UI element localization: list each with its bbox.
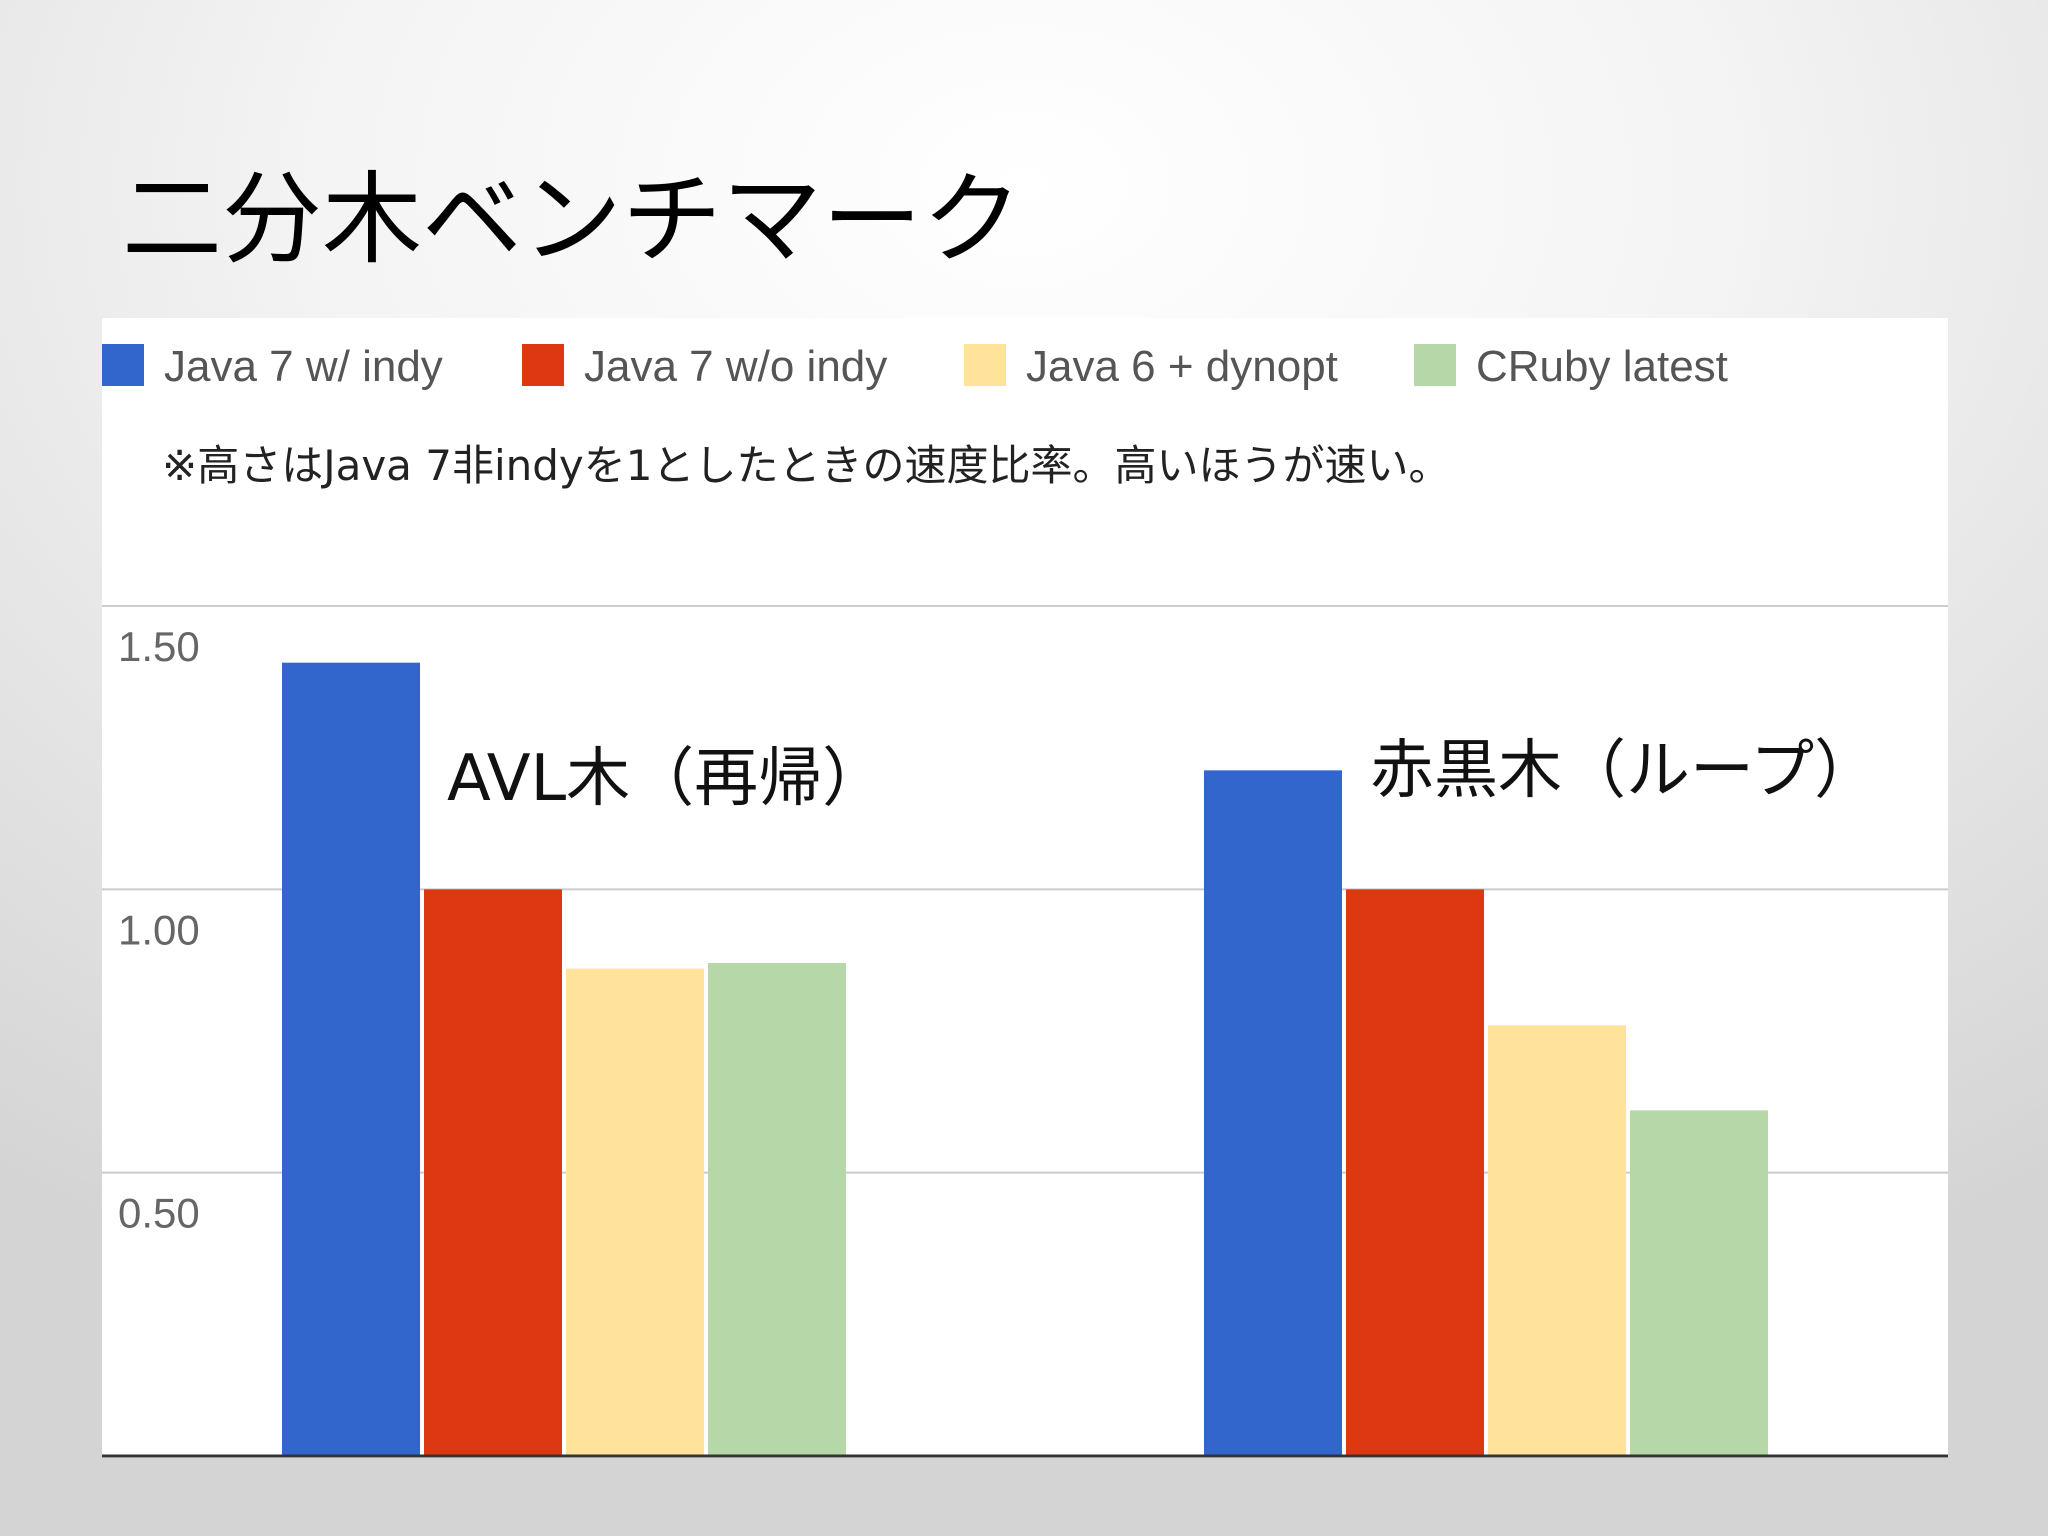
bar [708,963,846,1456]
bar [1630,1110,1768,1456]
bar [1346,889,1484,1456]
category-label: AVL木（再帰） [447,742,886,816]
chart-panel: Java 7 w/ indy Java 7 w/o indy Java 6 + dy… [102,318,1948,1458]
legend-swatch [102,344,144,386]
bar [1204,770,1342,1456]
bar [1488,1025,1626,1456]
legend-swatch [522,344,564,386]
y-tick-label: 1.00 [118,906,200,953]
legend-swatch [1414,344,1456,386]
legend-label: Java 6 + dynopt [1026,342,1338,391]
chart-note: ※高さはJava 7非indyを1としたときの速度比率。高いほうが速い。 [162,441,1451,490]
bar [566,968,704,1456]
legend-label: CRuby latest [1476,342,1728,391]
legend-swatch [964,344,1006,386]
bar [424,889,562,1456]
y-tick-label: 1.50 [118,623,200,670]
legend-label: Java 7 w/o indy [584,342,887,391]
y-tick-label: 0.50 [118,1190,200,1237]
legend-label: Java 7 w/ indy [164,342,443,391]
slide-title: 二分木ベンチマーク [122,161,1022,278]
category-label: 赤黒木（ループ） [1370,734,1878,808]
bar [282,662,420,1456]
bar-chart: Java 7 w/ indy Java 7 w/o indy Java 6 + dy… [102,342,1948,1458]
